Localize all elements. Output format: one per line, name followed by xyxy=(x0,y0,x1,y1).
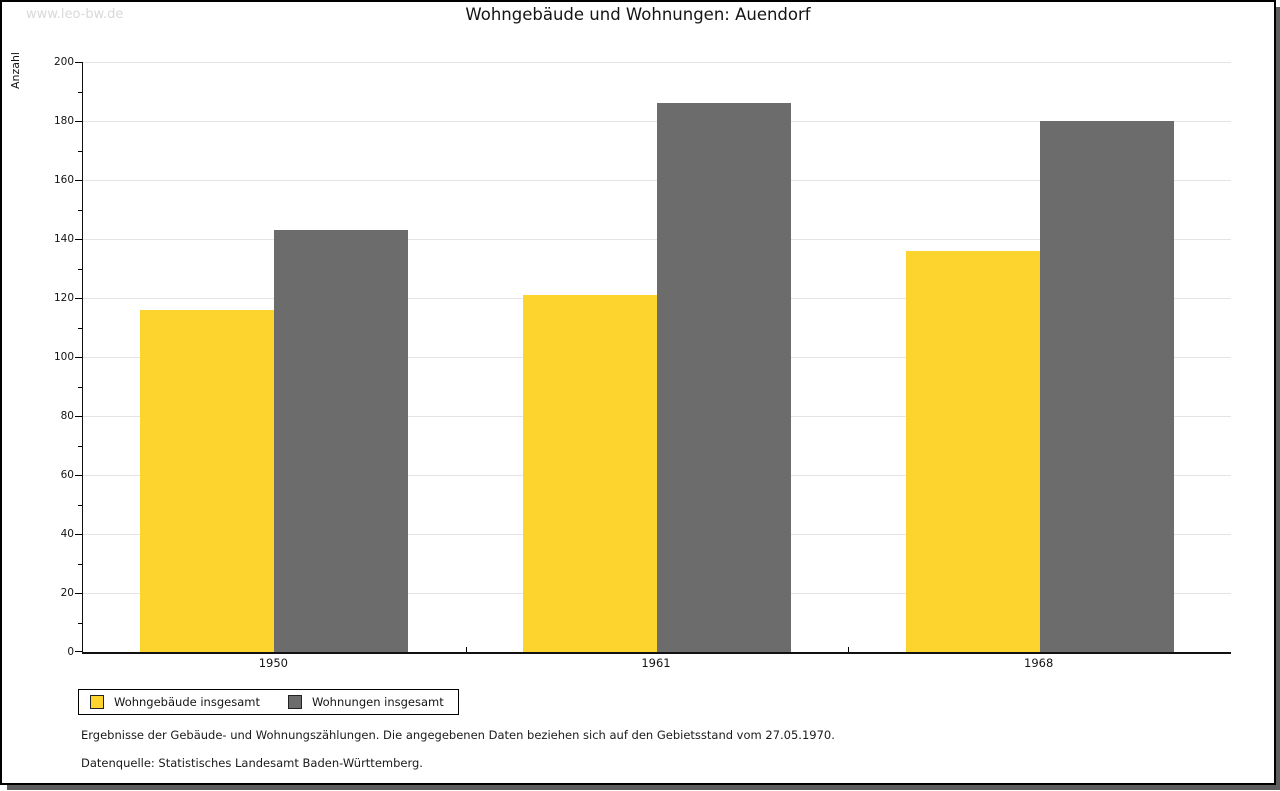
y-tick-150 xyxy=(78,209,82,211)
y-tick-130 xyxy=(78,268,82,270)
y-tick-label-120: 120 xyxy=(53,291,74,304)
y-tick-70 xyxy=(78,445,82,447)
wohnungen-swatch-icon xyxy=(287,695,302,709)
x-axis-tick-1 xyxy=(465,647,467,652)
y-tick-170 xyxy=(78,150,82,152)
bar-wohnungen-insgesamt-1950 xyxy=(274,230,409,652)
x-tick-label-1961: 1961 xyxy=(641,656,671,670)
y-tick-label-60: 60 xyxy=(60,468,74,481)
legend-label-wohnungen: Wohnungen insgesamt xyxy=(311,695,444,709)
y-axis-labels: 0 20 40 60 80 100 120 140 160 180 200 xyxy=(30,56,74,658)
legend: Wohngebäude insgesamt Wohnungen insgesam… xyxy=(78,689,459,715)
y-tick-90 xyxy=(78,386,82,388)
y-tick-0 xyxy=(75,651,82,652)
legend-label-wohngebaeude: Wohngebäude insgesamt xyxy=(114,695,260,709)
y-tick-80 xyxy=(75,416,82,417)
legend-item-wohnungen: Wohnungen insgesamt xyxy=(287,695,444,709)
y-tick-label-0: 0 xyxy=(67,645,74,658)
y-tick-label-160: 160 xyxy=(53,173,74,186)
bar-wohngebaeude-insgesamt-1961 xyxy=(523,295,657,652)
bar-wohngebaeude-insgesamt-1950 xyxy=(140,309,275,652)
y-tick-label-20: 20 xyxy=(60,586,74,599)
y-axis-title: Anzahl xyxy=(9,52,22,90)
y-tick-200 xyxy=(75,62,82,63)
footnote-gebietsstand: Ergebnisse der Gebäude- und Wohnungszähl… xyxy=(81,728,835,742)
y-tick-label-80: 80 xyxy=(60,409,74,422)
y-tick-110 xyxy=(78,327,82,329)
y-tick-40 xyxy=(75,534,82,535)
gridline-200 xyxy=(83,62,1231,63)
x-axis-labels: 1950 1961 1968 xyxy=(82,656,1230,672)
y-tick-160 xyxy=(75,180,82,181)
y-tick-label-40: 40 xyxy=(60,527,74,540)
wohngebaeude-swatch-icon xyxy=(90,695,104,709)
y-tick-140 xyxy=(75,239,82,240)
y-tick-60 xyxy=(75,475,82,476)
y-tick-label-100: 100 xyxy=(53,350,74,363)
x-axis-tick-2 xyxy=(848,647,850,652)
y-tick-120 xyxy=(75,298,82,299)
y-tick-label-200: 200 xyxy=(53,55,74,68)
bar-wohngebaeude-insgesamt-1968 xyxy=(905,250,1040,652)
y-tick-180 xyxy=(75,121,82,122)
plot-area xyxy=(75,62,1231,654)
y-tick-30 xyxy=(78,563,82,565)
watermark: www.leo-bw.de xyxy=(26,7,124,22)
y-tick-label-180: 180 xyxy=(53,114,74,127)
y-tick-190 xyxy=(78,91,82,93)
chart-title: Wohngebäude und Wohnungen: Auendorf xyxy=(465,5,811,24)
y-tick-10 xyxy=(78,622,82,624)
y-tick-50 xyxy=(78,504,82,506)
x-tick-label-1968: 1968 xyxy=(1024,656,1054,670)
y-tick-100 xyxy=(75,357,82,358)
y-tick-20 xyxy=(75,593,82,594)
legend-item-wohngebaeude: Wohngebäude insgesamt xyxy=(90,695,260,709)
footnote-datenquelle: Datenquelle: Statistisches Landesamt Bad… xyxy=(81,756,423,770)
bar-wohnungen-insgesamt-1968 xyxy=(1039,121,1174,652)
y-tick-label-140: 140 xyxy=(53,232,74,245)
bar-wohnungen-insgesamt-1961 xyxy=(657,103,791,652)
x-tick-label-1950: 1950 xyxy=(258,656,288,670)
